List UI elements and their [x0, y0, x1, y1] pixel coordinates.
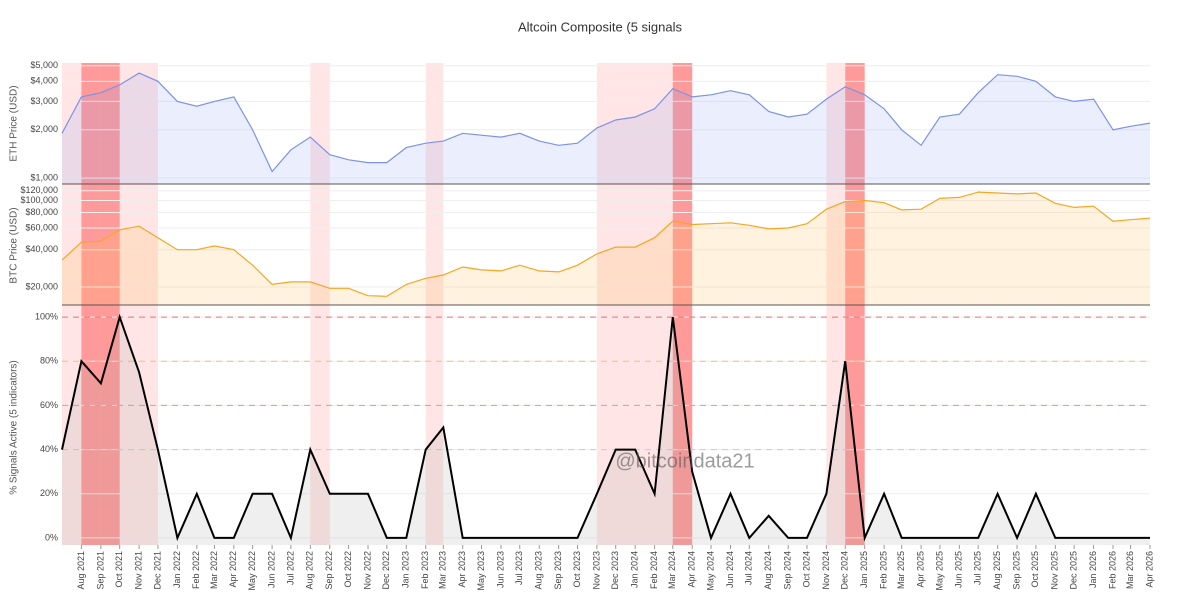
y-axis-title: % Signals Active (5 indicators) [9, 360, 20, 495]
y-tick-label: $120,000 [20, 185, 58, 195]
x-tick-label: May 2022 [247, 551, 257, 591]
x-tick-label: May 2023 [476, 551, 486, 591]
x-tick-label: Oct 2023 [572, 551, 582, 588]
line [61, 313, 1150, 542]
x-tick-label: May 2024 [705, 551, 715, 591]
x-tick-label: Nov 2025 [1050, 551, 1060, 590]
chart-title: Altcoin Composite (5 signals [518, 19, 683, 34]
x-tick-label: Feb 2026 [1107, 551, 1117, 589]
x-tick-label: Jun 2025 [954, 551, 964, 588]
x-tick-label: Dec 2024 [840, 551, 850, 590]
y-axis-title: BTC Price (USD) [9, 207, 20, 283]
x-tick-label: Jan 2025 [859, 551, 869, 588]
x-tick-label: Dec 2021 [152, 551, 162, 590]
y-tick-label: $4,000 [30, 76, 58, 86]
y-tick-label: 80% [40, 356, 58, 366]
x-tick-label: Apr 2024 [687, 551, 697, 588]
x-tick-label: Sep 2025 [1011, 551, 1021, 590]
x-tick-label: Mar 2023 [438, 551, 448, 589]
x-tick-label: Jan 2026 [1088, 551, 1098, 588]
x-tick-label: Jul 2023 [514, 551, 524, 585]
x-tick-label: Jan 2023 [401, 551, 411, 588]
x-tick-label: Jul 2022 [285, 551, 295, 585]
x-tick-label: Feb 2023 [420, 551, 430, 589]
x-tick-label: Aug 2025 [992, 551, 1002, 590]
y-tick-label: $2,000 [30, 124, 58, 134]
x-tick-label: Aug 2022 [305, 551, 315, 590]
y-tick-label: $5,000 [30, 60, 58, 70]
x-tick-label: Feb 2025 [878, 551, 888, 589]
x-tick-label: Aug 2023 [534, 551, 544, 590]
x-tick-label: Dec 2022 [381, 551, 391, 590]
x-tick-label: Apr 2022 [228, 551, 238, 588]
x-tick-label: Apr 2025 [915, 551, 925, 588]
x-tick-label: Jan 2024 [630, 551, 640, 588]
x-tick-label: Sep 2021 [95, 551, 105, 590]
x-tick-label: May 2025 [934, 551, 944, 591]
x-tick-label: Aug 2021 [76, 551, 86, 590]
x-tick-label: Jun 2023 [495, 551, 505, 588]
x-tick-label: Aug 2024 [763, 551, 773, 590]
x-tick-label: Oct 2024 [801, 551, 811, 588]
x-tick-label: Oct 2025 [1030, 551, 1040, 588]
x-tick-label: Sep 2023 [553, 551, 563, 590]
x-tick-label: Mar 2024 [667, 551, 677, 589]
x-tick-label: Feb 2024 [649, 551, 659, 589]
x-tick-label: Jul 2025 [973, 551, 983, 585]
y-tick-label: $20,000 [25, 281, 58, 291]
y-tick-label: 0% [45, 532, 58, 542]
y-tick-label: $3,000 [30, 96, 58, 106]
x-tick-label: Dec 2025 [1068, 551, 1078, 590]
x-tick-label: Nov 2021 [134, 551, 144, 590]
y-axis-title: ETH Price (USD) [9, 85, 20, 161]
y-tick-label: 20% [40, 488, 58, 498]
x-tick-label: Dec 2023 [610, 551, 620, 590]
y-tick-label: $1,000 [30, 173, 58, 183]
line [61, 191, 1151, 297]
x-tick-label: Mar 2025 [896, 551, 906, 589]
watermark: @bitcoindata21 [615, 450, 754, 472]
x-tick-label: Jul 2024 [744, 551, 754, 585]
x-tick-label: Feb 2022 [191, 551, 201, 589]
area [62, 317, 1150, 545]
x-tick-label: Mar 2022 [209, 551, 219, 589]
y-tick-label: 100% [35, 311, 58, 321]
x-tick-label: Oct 2021 [114, 551, 124, 588]
x-tick-label: Nov 2024 [821, 551, 831, 590]
x-tick-label: Sep 2024 [783, 551, 793, 590]
x-tick-label: Mar 2026 [1125, 551, 1135, 589]
x-tick-label: Jan 2022 [172, 551, 182, 588]
y-tick-label: $40,000 [25, 244, 58, 254]
x-tick-label: Oct 2022 [343, 551, 353, 588]
y-tick-label: $80,000 [25, 207, 58, 217]
x-tick-label: Jun 2024 [725, 551, 735, 588]
y-tick-label: $60,000 [25, 222, 58, 232]
x-tick-label: Jun 2022 [266, 551, 276, 588]
x-tick-label: Nov 2023 [591, 551, 601, 590]
x-tick-label: Apr 2023 [457, 551, 467, 588]
x-tick-label: Sep 2022 [324, 551, 334, 590]
y-tick-label: 40% [40, 444, 58, 454]
x-tick-label: Apr 2026 [1144, 551, 1154, 588]
x-tick-label: Nov 2022 [362, 551, 372, 590]
y-tick-label: $100,000 [20, 195, 58, 205]
area [62, 192, 1150, 305]
y-tick-label: 60% [40, 400, 58, 410]
line [61, 72, 1151, 173]
